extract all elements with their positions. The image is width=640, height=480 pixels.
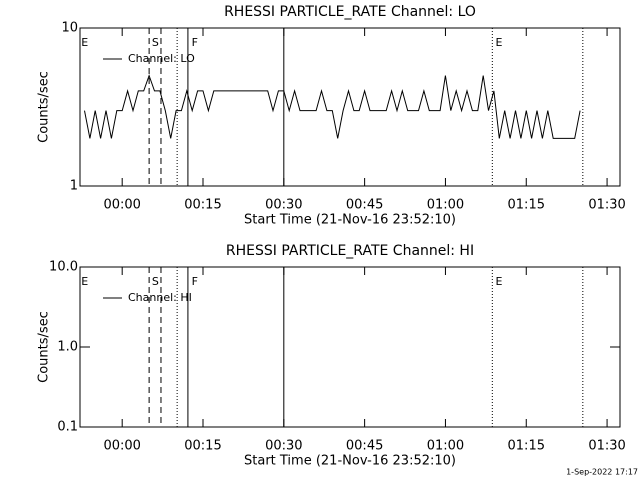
x-tick-label: 01:00 (427, 198, 464, 213)
data-line (84, 74, 581, 139)
flag-label: E (81, 36, 88, 49)
flag-label: E (496, 275, 503, 288)
flag-label: S (152, 36, 159, 49)
flag-label: E (496, 36, 503, 49)
legend-label: Channel: LO (128, 52, 195, 65)
y-axis-label: Counts/sec (37, 71, 52, 143)
x-tick-label: 00:15 (184, 439, 221, 454)
chart-title: RHESSI PARTICLE_RATE Channel: HI (226, 243, 474, 259)
flag-label: F (192, 36, 198, 49)
flag-label: F (192, 275, 198, 288)
y-tick-label: 10.0 (49, 260, 78, 275)
x-tick-label: 01:15 (508, 439, 545, 454)
x-tick-label: 00:00 (103, 439, 140, 454)
x-axis-label: Start Time (21-Nov-16 23:52:10) (244, 454, 456, 469)
y-tick-label: 10 (61, 21, 78, 36)
x-axis-label: Start Time (21-Nov-16 23:52:10) (244, 213, 456, 228)
x-tick-label: 01:15 (508, 198, 545, 213)
flag-label: E (81, 275, 88, 288)
x-tick-label: 01:30 (588, 198, 625, 213)
y-tick-label: 1 (70, 179, 78, 194)
y-tick-label: 1.0 (57, 340, 78, 355)
x-tick-label: 00:45 (346, 198, 383, 213)
flag-label: S (152, 275, 159, 288)
plot-frame (79, 27, 621, 187)
x-tick-label: 00:45 (346, 439, 383, 454)
footer: 1-Sep-2022 17:17 (566, 468, 638, 477)
y-tick-label: 0.1 (57, 420, 78, 435)
x-tick-label: 00:30 (265, 439, 302, 454)
y-axis-label: Counts/sec (37, 311, 52, 383)
x-tick-label: 00:00 (103, 198, 140, 213)
x-tick-label: 00:15 (184, 198, 221, 213)
legend-label: Channel: HI (128, 291, 192, 304)
x-tick-label: 01:30 (588, 439, 625, 454)
x-tick-label: 01:00 (427, 439, 464, 454)
x-tick-label: 00:30 (265, 198, 302, 213)
chart-title: RHESSI PARTICLE_RATE Channel: LO (224, 4, 476, 20)
